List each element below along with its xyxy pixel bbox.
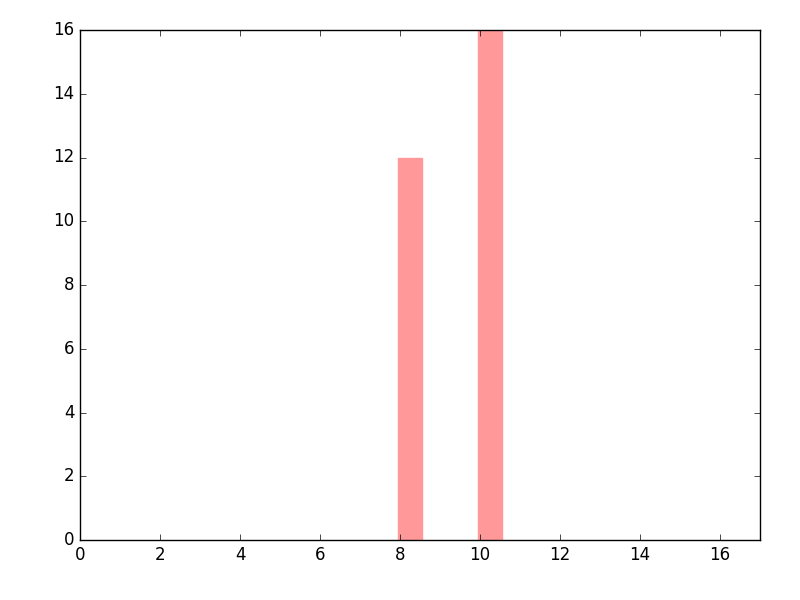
Bar bbox=[398, 157, 422, 540]
Bar bbox=[478, 30, 502, 540]
